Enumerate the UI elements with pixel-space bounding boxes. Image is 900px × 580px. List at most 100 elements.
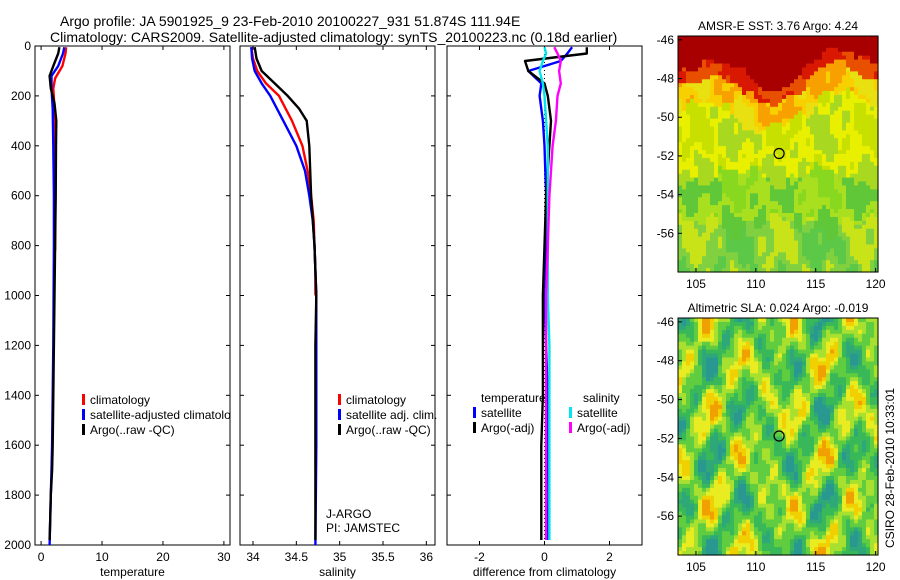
map-cell	[866, 452, 871, 457]
map-cell	[686, 197, 691, 202]
map-cell	[726, 71, 731, 76]
map-cell	[754, 157, 759, 163]
map-cell	[714, 424, 719, 430]
map-cell	[722, 59, 727, 65]
map-cell	[810, 404, 815, 410]
map-cell	[722, 118, 727, 124]
map-cell	[802, 318, 807, 323]
map-cell	[818, 389, 823, 394]
map-cell	[682, 397, 687, 402]
map-cell	[750, 244, 755, 249]
map-cell	[682, 75, 687, 80]
map-cell	[842, 169, 847, 175]
map-cell	[686, 154, 691, 159]
map-cell	[802, 345, 807, 351]
map-cell	[698, 43, 703, 49]
map-cell	[794, 232, 799, 238]
map-cell	[782, 36, 787, 41]
map-cell	[706, 393, 711, 398]
map-cell	[774, 400, 779, 406]
map-cell	[682, 424, 687, 430]
float-annotation: PI: JAMSTEC	[326, 521, 400, 535]
map-cell	[862, 118, 867, 124]
map-cell	[782, 110, 787, 116]
map-cell	[802, 169, 807, 175]
map-cell	[738, 134, 743, 139]
map-cell	[790, 444, 795, 449]
map-cell	[842, 114, 847, 120]
map-cell	[706, 154, 711, 159]
map-cell	[842, 189, 847, 194]
map-cell	[730, 397, 735, 402]
depth-tick-label: 2000	[4, 538, 31, 552]
map-cell	[694, 436, 699, 442]
map-cell	[794, 318, 799, 323]
map-cell	[738, 349, 743, 355]
map-cell	[726, 47, 731, 53]
map-cell	[806, 47, 811, 53]
map-cell	[778, 213, 783, 218]
map-cell	[814, 236, 819, 242]
map-cell	[722, 161, 727, 167]
map-cell	[834, 205, 839, 210]
map-cell	[822, 134, 827, 139]
map-cell	[702, 432, 707, 438]
map-cell	[714, 161, 719, 167]
map-cell	[770, 193, 775, 198]
map-cell	[762, 142, 767, 147]
map-cell	[822, 36, 827, 41]
map-cell	[786, 138, 791, 143]
map-cell	[774, 228, 779, 234]
map-cell	[814, 79, 819, 84]
map-cell	[762, 424, 767, 430]
map-cell	[738, 252, 743, 257]
map-cell	[750, 404, 755, 410]
map-cell	[866, 432, 871, 438]
map-cell	[778, 98, 783, 104]
map-cell	[790, 67, 795, 72]
map-cell	[758, 412, 763, 418]
map-cell	[810, 201, 815, 206]
map-cell	[834, 264, 839, 269]
map-cell	[742, 385, 747, 390]
map-cell	[826, 412, 831, 418]
map-cell	[718, 114, 723, 120]
map-cell	[806, 134, 811, 139]
map-cell	[766, 325, 771, 331]
map-cell	[686, 416, 691, 422]
map-cell	[750, 98, 755, 104]
map-cell	[814, 71, 819, 76]
map-cell	[702, 213, 707, 218]
map-cell	[818, 87, 823, 92]
map-cell	[826, 365, 831, 370]
map-cell	[706, 95, 711, 100]
map-cell	[762, 224, 767, 230]
map-cell	[794, 146, 799, 151]
map-cell	[714, 142, 719, 147]
map-cell	[694, 349, 699, 355]
map-cell	[694, 361, 699, 366]
map-cell	[698, 248, 703, 253]
map-cell	[726, 39, 731, 45]
map-cell	[750, 130, 755, 135]
map-cell	[690, 361, 695, 366]
map-cell	[774, 106, 779, 112]
map-cell	[722, 404, 727, 410]
map-cell	[870, 377, 875, 382]
map-cell	[778, 416, 783, 422]
map-cell	[798, 325, 803, 331]
map-cell	[858, 264, 863, 269]
map-cell	[766, 75, 771, 80]
map-cell	[714, 412, 719, 418]
map-cell	[874, 110, 879, 116]
map-cell	[686, 412, 691, 418]
map-cell	[694, 400, 699, 406]
map-cell	[814, 393, 819, 398]
map-cell	[810, 345, 815, 351]
map-cell	[718, 79, 723, 84]
map-cell	[770, 150, 775, 155]
map-cell	[678, 134, 683, 139]
map-cell	[686, 142, 691, 147]
map-cell	[782, 318, 787, 323]
map-cell	[810, 79, 815, 84]
